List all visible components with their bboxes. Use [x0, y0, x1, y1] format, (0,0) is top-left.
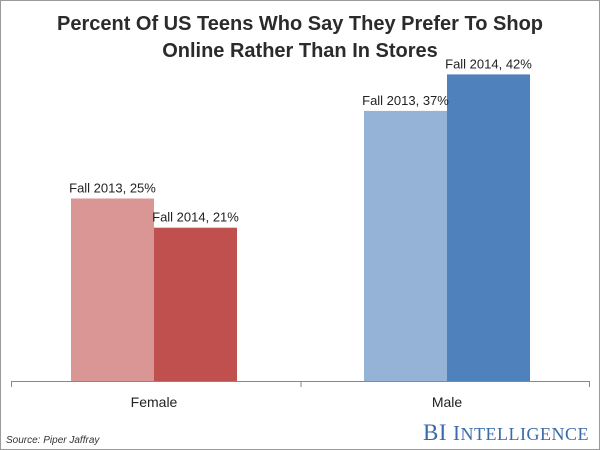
source-note: Source: Piper Jaffray	[6, 435, 100, 446]
data-label-female-fall-2013: Fall 2013, 25%	[69, 181, 156, 196]
data-label-male-fall-2013: Fall 2013, 37%	[362, 93, 449, 108]
chart-title-line-1: Percent Of US Teens Who Say They Prefer …	[56, 13, 544, 35]
logo-rest: NTELLIGENCE	[460, 424, 589, 444]
category-label-female: Female	[131, 394, 178, 410]
data-label-male-fall-2014: Fall 2014, 42%	[445, 56, 532, 71]
data-label-female-fall-2014: Fall 2014, 21%	[152, 210, 239, 225]
chart-title-line-2: Online Rather Than In Stores	[162, 40, 438, 62]
chart-title: Percent Of US Teens Who Say They Prefer …	[1, 11, 599, 65]
category-labels-group: Female Male	[131, 394, 463, 410]
bar-male-fall-2014	[447, 74, 530, 382]
logo-initial: I	[453, 421, 461, 445]
bar-male-fall-2013	[364, 110, 447, 382]
category-label-male: Male	[432, 394, 463, 410]
logo-bi: BI	[423, 420, 448, 445]
bars-group	[71, 74, 530, 382]
bar-female-fall-2014	[154, 227, 237, 381]
bar-female-fall-2013	[71, 198, 154, 381]
data-labels-group: Fall 2013, 25% Fall 2014, 21% Fall 2013, 3…	[69, 56, 532, 224]
bi-intelligence-logo: BI INTELLIGENCE	[423, 420, 589, 446]
x-axis-ticks	[11, 381, 590, 387]
